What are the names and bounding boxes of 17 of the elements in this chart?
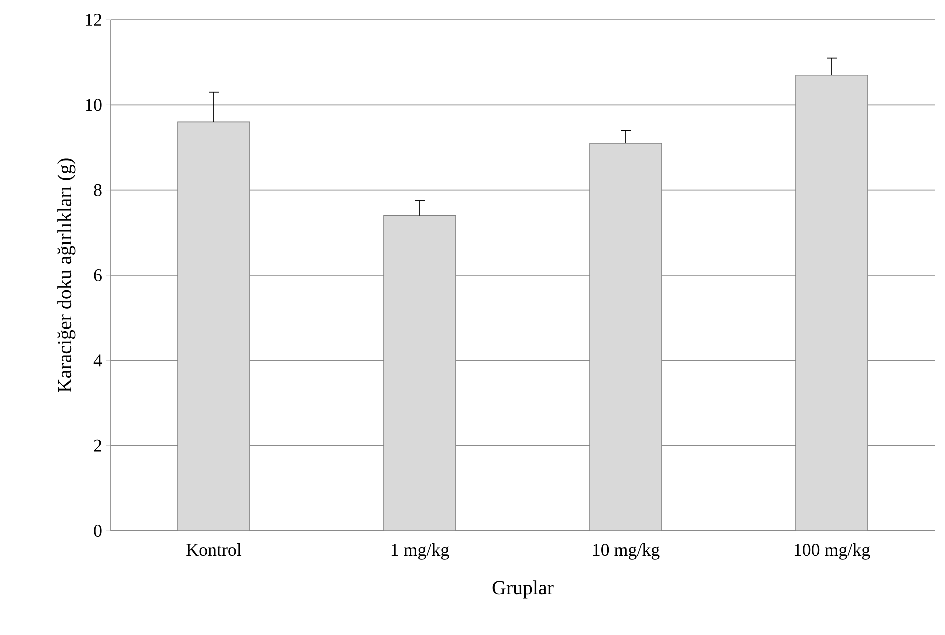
x-tick-label: 100 mg/kg (794, 544, 870, 560)
x-axis-title: Gruplar (492, 580, 554, 599)
x-tick-label: 1 mg/kg (392, 544, 450, 560)
y-tick-label: 4 (94, 354, 102, 367)
y-tick-label: 12 (86, 14, 102, 26)
bar (384, 216, 456, 531)
y-tick-label: 2 (94, 440, 102, 452)
y-axis-title: Karaciğer doku ağırlıkları (g) (58, 158, 76, 392)
bar (178, 122, 250, 531)
bar (796, 74, 868, 531)
y-tick-label: 0 (94, 524, 102, 538)
x-tick-label: 10 mg/kg (593, 544, 660, 560)
y-tick-label: 10 (86, 99, 102, 112)
y-tick-label: 8 (94, 184, 102, 196)
y-tick-label: 6 (94, 269, 102, 282)
x-tick-label: Kontrol (186, 544, 242, 556)
bar (590, 143, 662, 531)
